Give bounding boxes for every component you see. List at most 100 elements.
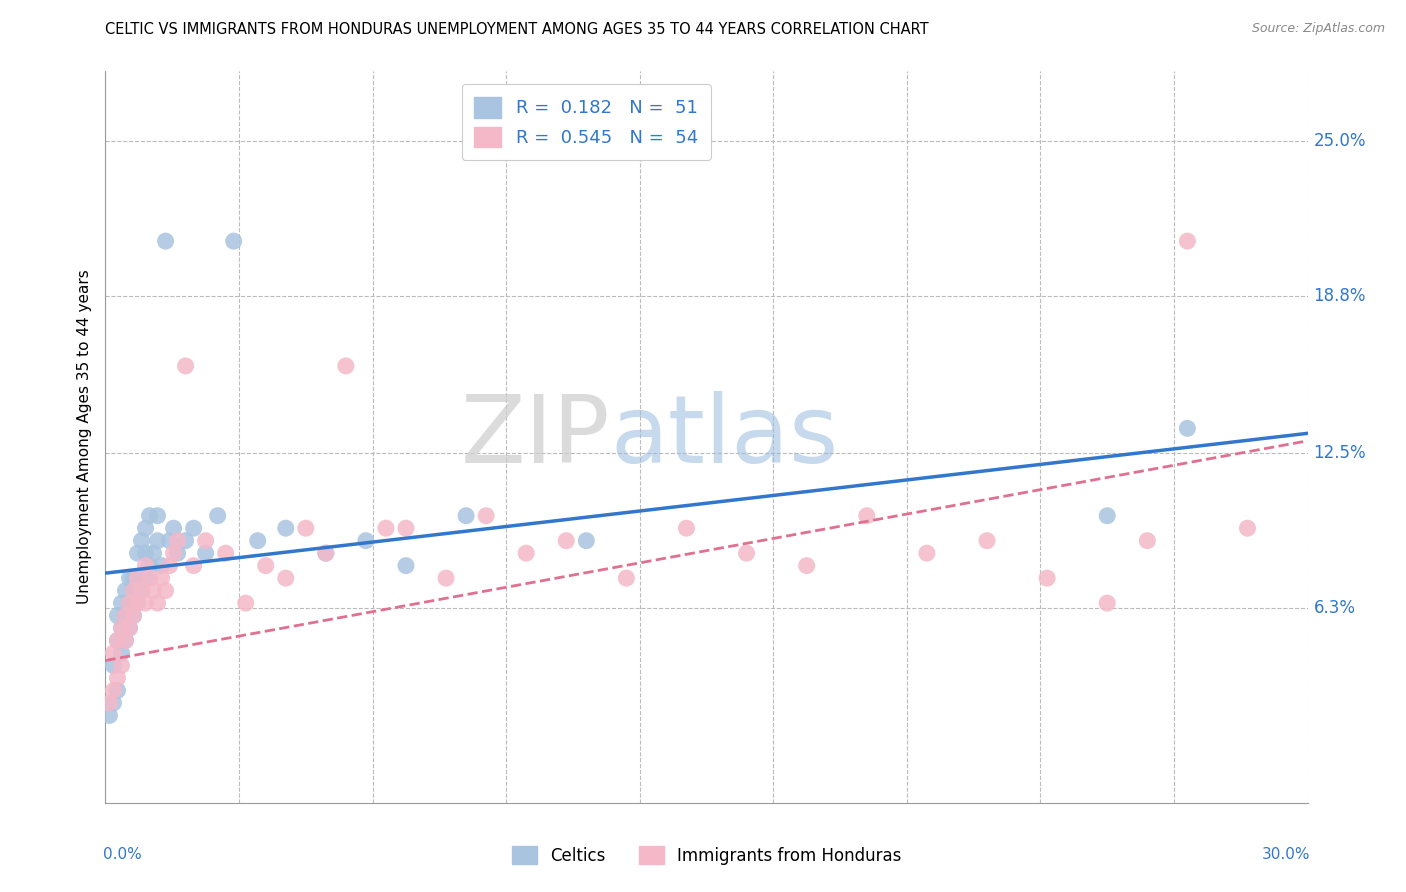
Point xyxy=(110,646,132,660)
Point xyxy=(159,533,181,548)
Point xyxy=(155,583,177,598)
Point xyxy=(103,646,125,660)
Point xyxy=(1177,234,1199,248)
Text: ZIP: ZIP xyxy=(461,391,610,483)
Point xyxy=(616,571,638,585)
Point xyxy=(315,546,337,560)
Point xyxy=(107,608,129,623)
Point xyxy=(354,533,377,548)
Point xyxy=(235,596,257,610)
Point xyxy=(166,533,188,548)
Point xyxy=(146,508,169,523)
Point xyxy=(127,546,149,560)
Point xyxy=(131,583,153,598)
Point xyxy=(1136,533,1159,548)
Point xyxy=(1177,421,1199,435)
Point xyxy=(118,596,141,610)
Point xyxy=(110,621,132,635)
Point xyxy=(110,658,132,673)
Point xyxy=(295,521,318,535)
Point xyxy=(135,558,157,573)
Point xyxy=(110,596,132,610)
Point xyxy=(214,546,236,560)
Point xyxy=(274,521,297,535)
Point xyxy=(107,633,129,648)
Point xyxy=(107,683,129,698)
Point xyxy=(434,571,457,585)
Point xyxy=(675,521,697,535)
Text: atlas: atlas xyxy=(610,391,838,483)
Point xyxy=(127,596,149,610)
Point xyxy=(194,546,217,560)
Point xyxy=(150,571,173,585)
Point xyxy=(162,521,184,535)
Point xyxy=(103,683,125,698)
Point xyxy=(114,633,136,648)
Point xyxy=(146,596,169,610)
Text: 25.0%: 25.0% xyxy=(1313,132,1367,150)
Point xyxy=(138,508,160,523)
Point xyxy=(118,596,141,610)
Point xyxy=(207,508,229,523)
Point xyxy=(131,583,153,598)
Point xyxy=(135,571,157,585)
Point xyxy=(155,234,177,248)
Point xyxy=(118,621,141,635)
Text: 0.0%: 0.0% xyxy=(103,847,142,862)
Point xyxy=(166,546,188,560)
Point xyxy=(475,508,498,523)
Point xyxy=(135,596,157,610)
Point xyxy=(395,558,418,573)
Point xyxy=(454,508,477,523)
Point xyxy=(110,621,132,635)
Point xyxy=(127,571,149,585)
Point xyxy=(194,533,217,548)
Point xyxy=(114,608,136,623)
Point xyxy=(138,558,160,573)
Point xyxy=(915,546,938,560)
Point xyxy=(274,571,297,585)
Point xyxy=(114,633,136,648)
Point xyxy=(146,533,169,548)
Point xyxy=(159,558,181,573)
Point xyxy=(162,546,184,560)
Point xyxy=(976,533,998,548)
Y-axis label: Unemployment Among Ages 35 to 44 years: Unemployment Among Ages 35 to 44 years xyxy=(76,269,91,605)
Point xyxy=(127,596,149,610)
Point xyxy=(254,558,277,573)
Point xyxy=(114,608,136,623)
Point xyxy=(118,621,141,635)
Point xyxy=(122,571,145,585)
Point xyxy=(135,546,157,560)
Point xyxy=(796,558,818,573)
Point xyxy=(855,508,877,523)
Point xyxy=(142,583,165,598)
Point xyxy=(107,633,129,648)
Point xyxy=(183,521,205,535)
Point xyxy=(122,608,145,623)
Point xyxy=(131,533,153,548)
Point xyxy=(1097,508,1119,523)
Point xyxy=(122,583,145,598)
Point xyxy=(515,546,537,560)
Text: 30.0%: 30.0% xyxy=(1261,847,1310,862)
Point xyxy=(103,658,125,673)
Point xyxy=(246,533,269,548)
Point xyxy=(127,571,149,585)
Text: 6.3%: 6.3% xyxy=(1313,599,1355,617)
Point xyxy=(122,608,145,623)
Point xyxy=(122,583,145,598)
Legend: Celtics, Immigrants from Honduras: Celtics, Immigrants from Honduras xyxy=(505,839,908,871)
Point xyxy=(114,583,136,598)
Point xyxy=(1097,596,1119,610)
Point xyxy=(395,521,418,535)
Point xyxy=(142,546,165,560)
Point xyxy=(118,571,141,585)
Point xyxy=(374,521,398,535)
Point xyxy=(122,596,145,610)
Point xyxy=(335,359,357,373)
Point xyxy=(575,533,598,548)
Point xyxy=(150,558,173,573)
Point xyxy=(315,546,337,560)
Text: 12.5%: 12.5% xyxy=(1313,444,1367,462)
